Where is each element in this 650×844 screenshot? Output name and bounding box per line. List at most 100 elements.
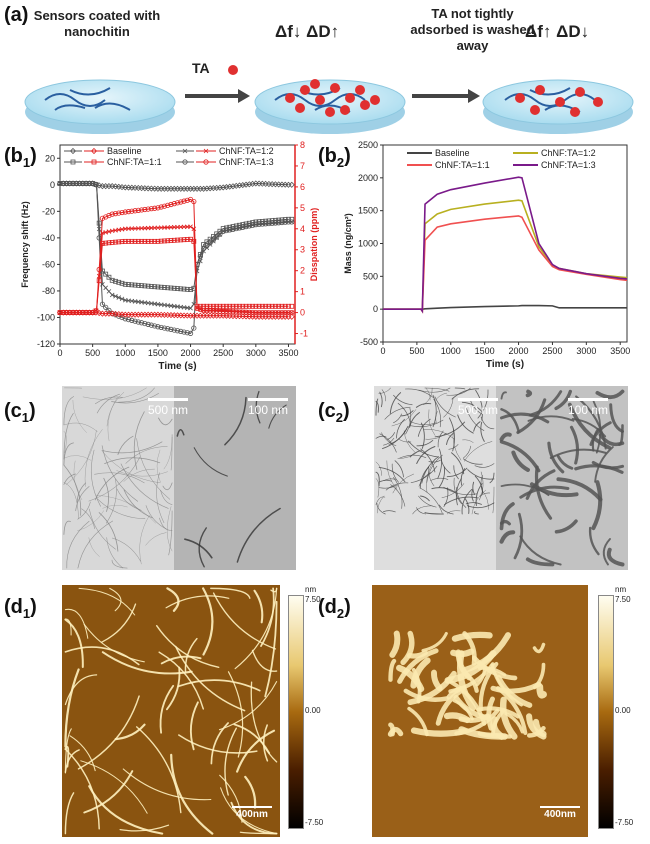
data-point — [188, 305, 193, 311]
fiber — [410, 419, 444, 428]
fiber — [400, 630, 415, 666]
legend-label: Baseline — [435, 148, 470, 158]
b1-sub: 1 — [22, 155, 31, 170]
y-tick-label: -80 — [42, 286, 55, 296]
fiber — [69, 735, 96, 772]
fiber — [472, 481, 475, 495]
fiber — [145, 532, 167, 546]
fiber — [63, 482, 79, 519]
fiber — [379, 479, 392, 483]
fiber — [98, 512, 119, 552]
fiber — [432, 394, 437, 428]
panel-a-right-delta: Δf↑ ΔD↓ — [525, 22, 590, 41]
d1-sub: 1 — [22, 606, 31, 621]
fiber — [104, 457, 161, 464]
data-point — [116, 210, 122, 216]
data-point — [155, 238, 161, 244]
fiber — [554, 519, 578, 534]
y-tick-label: -500 — [360, 337, 378, 347]
fiber — [101, 603, 137, 643]
data-point — [276, 309, 282, 316]
y-tick-label: -40 — [42, 233, 55, 243]
data-point — [289, 216, 295, 222]
y2-tick-label: 3 — [300, 245, 305, 255]
tem-right — [174, 386, 296, 570]
data-point — [286, 216, 291, 222]
fiber — [453, 694, 489, 720]
fiber — [428, 409, 436, 436]
chart-b1: 0 500 1000 1500 2000 2500 3000 3500-120-100-80-… — [20, 140, 319, 372]
data-point — [129, 208, 135, 214]
data-point — [171, 201, 177, 207]
y-tick-label: 0 — [50, 180, 55, 190]
fiber — [499, 530, 516, 544]
legend-label: ChNF:TA=1:3 — [541, 160, 596, 170]
arrow-right-icon — [185, 65, 250, 103]
fiber — [220, 787, 278, 835]
frequency-series — [57, 181, 295, 293]
colorbar-min: -7.50 — [615, 818, 634, 827]
fiber — [375, 471, 380, 487]
data-point — [142, 283, 148, 289]
scale-bar-c1-right: 100 nm — [240, 398, 296, 417]
data-point — [109, 277, 115, 283]
x-tick-label: 0 — [380, 346, 385, 356]
fiber — [76, 482, 87, 503]
fiber — [428, 466, 435, 487]
data-point — [207, 240, 213, 246]
fiber — [94, 472, 145, 484]
data-point — [175, 237, 180, 243]
frequency-line — [60, 182, 289, 291]
data-point — [279, 219, 285, 226]
panel-b2-label: (b2) — [318, 145, 351, 170]
fiber — [123, 468, 155, 482]
dissipation-series — [57, 236, 295, 315]
data-point — [246, 309, 252, 315]
fiber — [378, 466, 406, 483]
fiber — [549, 448, 607, 459]
panel-a-mid-note: TA not tightly adsorbed is washed away — [410, 6, 535, 53]
fiber — [418, 387, 451, 393]
data-point — [57, 309, 63, 316]
data-point — [223, 309, 230, 315]
fiber — [389, 392, 402, 414]
fiber — [455, 487, 467, 508]
fiber — [591, 480, 603, 531]
data-point — [93, 308, 99, 314]
fiber — [609, 403, 624, 433]
data-point — [181, 329, 187, 335]
scale-text: 500 nm — [147, 403, 189, 417]
fiber — [453, 465, 459, 480]
scale-bar-d1: 400nm — [232, 806, 272, 820]
panel-c2-label: (c2) — [318, 400, 350, 425]
y-tick-label: 2000 — [358, 173, 378, 183]
fiber — [556, 477, 603, 502]
fiber — [84, 429, 103, 487]
data-point — [155, 324, 161, 330]
fiber — [426, 454, 443, 483]
data-point — [276, 220, 282, 226]
fiber — [388, 722, 396, 737]
data-point — [282, 303, 288, 309]
fiber — [111, 393, 159, 404]
fiber — [397, 648, 439, 684]
data-point — [203, 148, 209, 154]
data-point — [148, 238, 154, 244]
fiber — [224, 727, 238, 796]
data-point — [119, 280, 125, 286]
fiber — [64, 646, 140, 666]
data-point — [70, 159, 76, 165]
data-point — [214, 303, 220, 309]
data-point — [223, 227, 230, 234]
fiber — [168, 510, 173, 556]
fiber — [532, 662, 546, 690]
data-point — [266, 220, 272, 227]
data-point — [272, 309, 279, 316]
data-point — [103, 271, 109, 277]
fiber — [155, 624, 220, 669]
data-point — [259, 309, 265, 316]
fiber — [499, 502, 515, 531]
legend: Baseline ChNF:TA=1:2 ChNF:TA=1:1 ChNF:TA=1:… — [407, 148, 596, 170]
fiber — [73, 460, 83, 500]
